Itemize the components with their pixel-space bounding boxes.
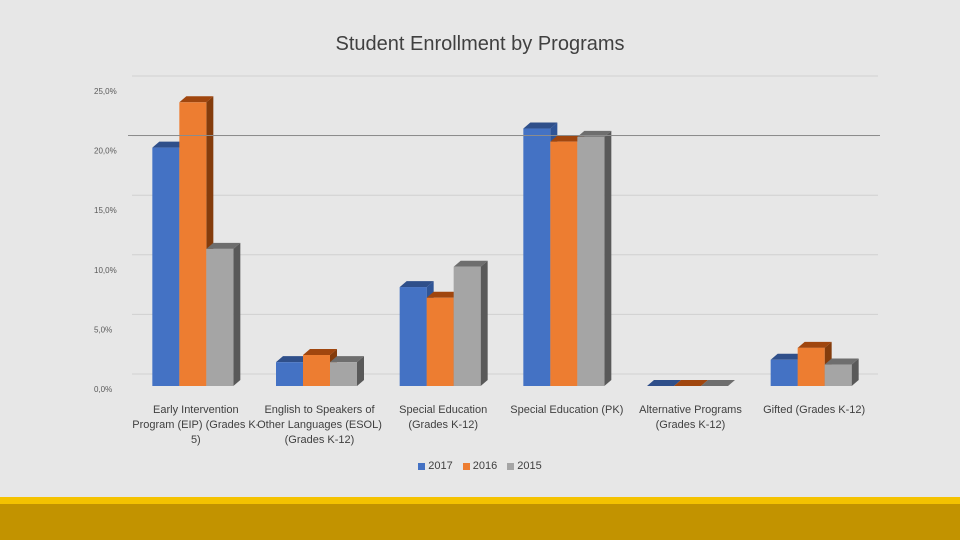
bar-top (276, 356, 310, 363)
bar (179, 102, 207, 386)
bar (206, 248, 234, 386)
bar-side (851, 358, 859, 386)
bar-top (701, 380, 735, 386)
legend-item-2016: 2016 (462, 460, 498, 472)
bar-top (453, 260, 488, 267)
y-tick-label: 15,0% (94, 206, 117, 215)
x-tick-label: Special Education (PK) (510, 404, 623, 416)
legend-label-2016: 2016 (472, 460, 498, 472)
legend-swatch-2017 (418, 462, 426, 470)
bar-top (523, 122, 558, 129)
bar-top (797, 341, 832, 348)
bar-side (233, 242, 241, 386)
bar (276, 362, 303, 386)
y-tick-label: 5,0% (94, 325, 112, 334)
legend-swatch-2016 (462, 462, 470, 470)
bar (523, 128, 551, 386)
chart-title: Student Enrollment by Programs (335, 33, 625, 55)
x-tick-label: Program (EIP) (Grades K- (132, 419, 259, 431)
bar-top (399, 281, 434, 288)
bar (797, 347, 825, 386)
bar (550, 141, 578, 386)
bar-top (426, 291, 461, 298)
bar-top (303, 349, 337, 356)
x-tick-label: Gifted (Grades K-12) (763, 404, 865, 416)
legend-item-2017: 2017 (418, 460, 453, 472)
bar (453, 266, 481, 386)
bar-top (647, 380, 681, 386)
footer-accent-stripe (0, 497, 960, 504)
bar-top (674, 380, 708, 386)
y-tick-label: 0,0% (94, 385, 112, 394)
x-tick-label: Early Intervention (153, 404, 239, 416)
bar-side (480, 260, 488, 386)
legend-item-2015: 2015 (507, 460, 542, 472)
bar-top (824, 358, 859, 365)
bar-top (770, 353, 805, 360)
bar (152, 147, 180, 386)
x-tick-label: English to Speakers of (264, 404, 375, 416)
x-tick-label: 5) (191, 434, 201, 446)
footer-bar (0, 504, 960, 540)
legend-label-2017: 2017 (428, 460, 453, 472)
x-tick-label: Other Languages (ESOL) (257, 419, 382, 431)
x-tick-label: Special Education (399, 404, 487, 416)
bar (770, 359, 798, 386)
x-tick-label: Alternative Programs (639, 404, 742, 416)
y-tick-label: 20,0% (94, 147, 117, 156)
y-tick-label: 10,0% (94, 266, 117, 275)
y-tick-label: 25,0% (94, 87, 117, 96)
legend-label-2015: 2015 (517, 460, 542, 472)
bar (577, 136, 605, 386)
bar-top (550, 135, 585, 142)
bar (824, 364, 852, 386)
bar (330, 362, 357, 386)
chart-legend: 2017 2016 2015 (0, 460, 960, 472)
legend-swatch-2015 (507, 462, 515, 470)
bar (399, 287, 427, 386)
bar-top (330, 356, 364, 363)
x-tick-label: (Grades K-12) (408, 419, 478, 431)
x-tick-label: (Grades K-12) (656, 419, 726, 431)
bar (426, 297, 454, 386)
bar-top (179, 96, 214, 103)
bar-top (206, 242, 241, 249)
bar-side (357, 356, 364, 386)
bar (303, 355, 330, 386)
x-tick-label: (Grades K-12) (285, 434, 355, 446)
bar-top (152, 141, 187, 148)
bar-side (604, 130, 612, 386)
